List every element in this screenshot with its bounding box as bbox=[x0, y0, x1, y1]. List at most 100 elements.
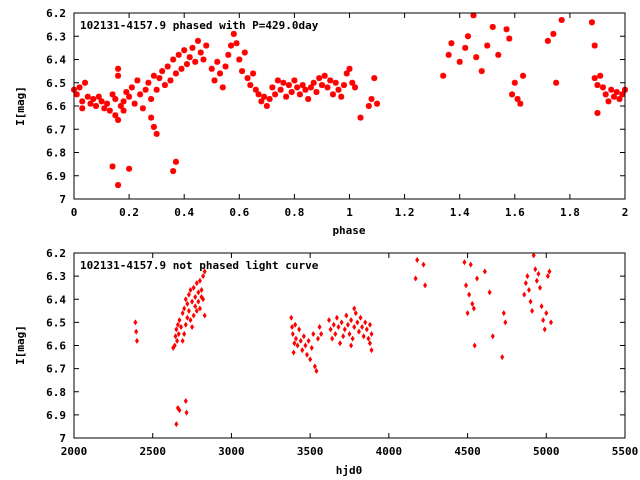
unphased-data-point bbox=[475, 275, 480, 282]
phased-data-point bbox=[197, 49, 204, 56]
unphased-data-point bbox=[503, 319, 508, 326]
unphased-data-point bbox=[182, 330, 187, 337]
unphased-data-point bbox=[183, 321, 188, 328]
phased-data-point bbox=[90, 96, 97, 103]
unphased-data-point bbox=[423, 282, 428, 289]
unphased-data-point bbox=[197, 305, 202, 312]
unphased-data-point bbox=[537, 284, 542, 291]
unphased-data-point bbox=[301, 333, 306, 340]
phased-data-point bbox=[506, 35, 513, 42]
unphased-xtick-label: 2000 bbox=[61, 445, 88, 458]
phased-data-point bbox=[456, 58, 463, 65]
phased-data-point bbox=[98, 98, 105, 105]
unphased-data-point bbox=[186, 307, 191, 314]
phased-data-point bbox=[478, 68, 485, 75]
unphased-data-point bbox=[500, 354, 505, 361]
phased-data-point bbox=[594, 109, 601, 116]
unphased-data-point bbox=[176, 330, 181, 337]
unphased-ytick-label: 6.5 bbox=[46, 316, 66, 329]
phased-data-point bbox=[120, 107, 127, 114]
unphased-data-point bbox=[201, 273, 206, 280]
unphased-data-point bbox=[306, 337, 311, 344]
phased-data-point bbox=[503, 26, 510, 33]
phased-data-point bbox=[591, 75, 598, 82]
unphased-data-point bbox=[487, 289, 492, 296]
unphased-xtick-label: 3000 bbox=[218, 445, 245, 458]
phased-data-point bbox=[128, 84, 135, 91]
phased-data-point bbox=[214, 58, 221, 65]
phased-data-point bbox=[189, 44, 196, 51]
unphased-data-point bbox=[190, 298, 195, 305]
unphased-data-point bbox=[490, 333, 495, 340]
phased-ytick-label: 7 bbox=[59, 193, 66, 206]
phased-data-point bbox=[172, 70, 179, 77]
unphased-data-point bbox=[342, 326, 347, 333]
unphased-data-point bbox=[367, 321, 372, 328]
phased-data-point bbox=[291, 77, 298, 84]
unphased-data-point bbox=[339, 319, 344, 326]
phased-xtick-label: 1.4 bbox=[450, 206, 470, 219]
unphased-data-point bbox=[199, 287, 204, 293]
unphased-data-point bbox=[172, 342, 177, 349]
phased-data-point bbox=[484, 42, 491, 49]
unphased-xtick-label: 2500 bbox=[139, 445, 166, 458]
unphased-ytick-label: 6.6 bbox=[46, 340, 66, 353]
unphased-data-point bbox=[201, 296, 206, 303]
unphased-xtick-label: 5000 bbox=[533, 445, 560, 458]
phased-data-point bbox=[230, 30, 237, 37]
phased-data-point bbox=[159, 68, 166, 75]
unphased-data-point bbox=[353, 310, 358, 317]
unphased-data-point bbox=[177, 407, 182, 414]
phased-data-point bbox=[142, 86, 149, 93]
phased-data-point bbox=[352, 84, 359, 91]
phased-data-point bbox=[172, 158, 179, 165]
phased-xtick-label: 1 bbox=[346, 206, 353, 219]
unphased-data-point bbox=[291, 349, 296, 356]
phased-data-point bbox=[269, 84, 276, 91]
phased-data-point bbox=[489, 23, 496, 30]
phased-data-point bbox=[123, 89, 130, 96]
phased-data-point bbox=[608, 86, 615, 93]
phased-chart-frame bbox=[73, 12, 626, 200]
unphased-data-point bbox=[369, 347, 374, 354]
phased-ytick-label: 6.9 bbox=[46, 170, 66, 183]
unphased-data-point bbox=[311, 330, 316, 337]
phased-data-point bbox=[178, 65, 185, 72]
unphased-data-point bbox=[183, 296, 188, 303]
unphased-data-point bbox=[482, 268, 487, 275]
phased-data-point bbox=[250, 70, 257, 77]
phased-data-point bbox=[283, 93, 290, 100]
phased-data-point bbox=[591, 42, 598, 49]
unphased-data-point bbox=[297, 326, 302, 333]
phased-data-point bbox=[280, 79, 287, 86]
phased-chart-ticks: 0 0.2 0.4 0.6 0.8 1 1.2 1.4 1.6 1.8 2 6.2 6.3 6.4 6.5 6… bbox=[46, 7, 628, 219]
unphased-data-point bbox=[293, 321, 298, 328]
phased-data-point bbox=[368, 96, 375, 103]
phased-data-point bbox=[349, 79, 356, 86]
unphased-data-point bbox=[290, 330, 295, 337]
phased-data-point bbox=[120, 98, 127, 105]
unphased-data-point bbox=[179, 324, 184, 330]
unphased-chart-ylabel: I[mag] bbox=[14, 325, 27, 365]
phased-data-point bbox=[79, 105, 86, 112]
unphased-data-point bbox=[347, 330, 352, 337]
phased-xtick-label: 0.2 bbox=[119, 206, 139, 219]
phased-data-point bbox=[115, 72, 122, 79]
phased-data-point bbox=[109, 163, 116, 170]
unphased-data-point bbox=[360, 324, 365, 330]
phased-data-point bbox=[137, 91, 144, 98]
phased-data-point bbox=[115, 65, 122, 72]
unphased-data-point bbox=[361, 333, 366, 340]
unphased-data-point bbox=[413, 275, 418, 282]
unphased-data-point bbox=[344, 312, 349, 319]
unphased-data-point bbox=[534, 277, 539, 284]
phased-data-point bbox=[294, 84, 301, 91]
unphased-data-point bbox=[467, 291, 472, 298]
phased-data-point bbox=[343, 70, 350, 77]
unphased-data-point bbox=[366, 335, 371, 342]
unphased-data-point bbox=[328, 326, 333, 333]
phased-data-point bbox=[175, 51, 182, 58]
phased-data-point bbox=[258, 98, 265, 105]
phased-data-point bbox=[131, 100, 138, 107]
phased-data-point bbox=[222, 63, 229, 70]
